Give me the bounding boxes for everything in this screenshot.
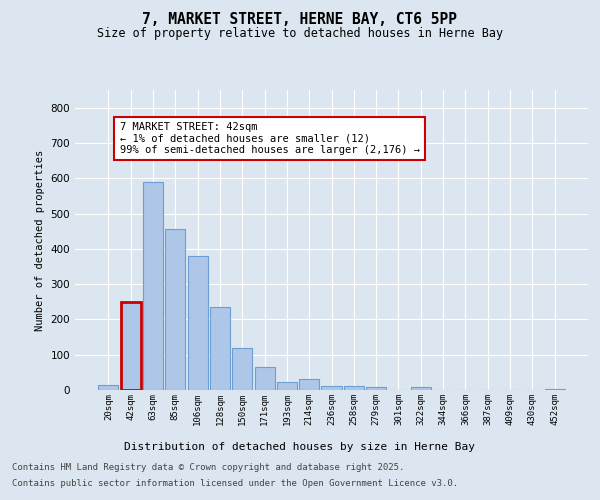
Bar	[366, 387, 386, 390]
Bar	[322, 386, 341, 390]
Bar	[98, 384, 118, 390]
Text: Distribution of detached houses by size in Herne Bay: Distribution of detached houses by size …	[125, 442, 476, 452]
Bar	[254, 367, 275, 390]
Bar	[299, 378, 319, 390]
Bar	[232, 348, 252, 390]
Bar	[143, 182, 163, 390]
Text: 7, MARKET STREET, HERNE BAY, CT6 5PP: 7, MARKET STREET, HERNE BAY, CT6 5PP	[143, 12, 458, 28]
Bar	[188, 256, 208, 390]
Bar	[210, 307, 230, 390]
Text: 7 MARKET STREET: 42sqm
← 1% of detached houses are smaller (12)
99% of semi-deta: 7 MARKET STREET: 42sqm ← 1% of detached …	[119, 122, 419, 155]
Bar	[121, 302, 141, 390]
Bar	[277, 382, 297, 390]
Bar	[344, 386, 364, 390]
Text: Contains public sector information licensed under the Open Government Licence v3: Contains public sector information licen…	[12, 478, 458, 488]
Bar	[411, 387, 431, 390]
Text: Size of property relative to detached houses in Herne Bay: Size of property relative to detached ho…	[97, 28, 503, 40]
Bar	[165, 230, 185, 390]
Y-axis label: Number of detached properties: Number of detached properties	[35, 150, 45, 330]
Text: Contains HM Land Registry data © Crown copyright and database right 2025.: Contains HM Land Registry data © Crown c…	[12, 464, 404, 472]
